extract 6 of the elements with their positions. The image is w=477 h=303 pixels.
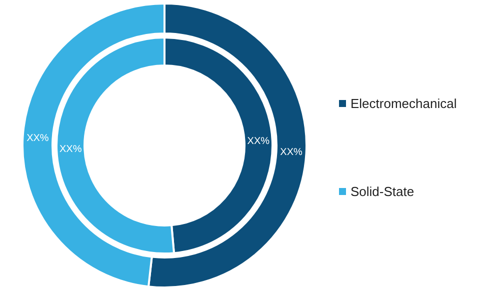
data-label: XX%: [59, 144, 82, 156]
data-label: XX%: [280, 147, 303, 158]
legend-label: Solid-State: [350, 184, 414, 199]
data-label: XX%: [26, 132, 49, 144]
legend-label: Electromechanical: [350, 96, 457, 111]
data-label: XX%: [247, 136, 270, 147]
